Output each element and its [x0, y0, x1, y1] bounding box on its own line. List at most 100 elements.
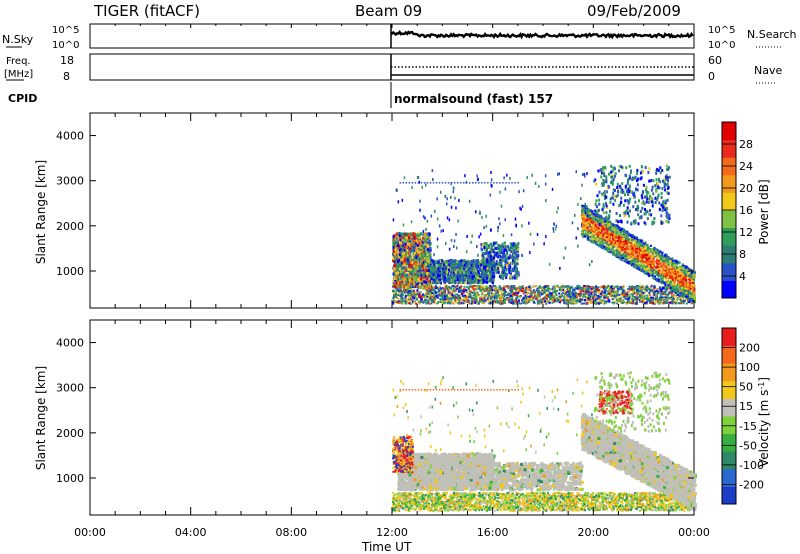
power-cell: [528, 300, 531, 303]
power-cell: [544, 296, 547, 299]
power-cell: [642, 301, 645, 304]
power-cell: [528, 295, 531, 298]
power-cell: [413, 261, 416, 265]
power-cell: [601, 294, 604, 297]
power-cell: [549, 298, 552, 301]
power-cell: [414, 278, 417, 282]
power-cell: [474, 263, 477, 267]
power-cell: [542, 297, 545, 300]
power-cell: [458, 268, 460, 272]
power-cell: [595, 293, 598, 296]
cpid-label: CPID: [8, 92, 37, 105]
power-cell: [436, 271, 439, 275]
power-cell: [514, 273, 517, 277]
power-cell: [474, 301, 477, 304]
power-cell: [516, 295, 519, 297]
power-cell: [628, 290, 631, 293]
power-cell: [414, 268, 417, 272]
nsky-label: N.Sky: [2, 33, 34, 46]
power-cell: [580, 302, 583, 305]
power-cell: [418, 294, 421, 297]
power-cell: [470, 300, 473, 303]
power-cell: [618, 298, 621, 301]
power-cell: [433, 299, 436, 302]
power-cell: [560, 285, 563, 288]
power-cell: [580, 290, 582, 293]
power-cell: [470, 264, 473, 267]
power-cell: [434, 289, 437, 292]
power-cell: [433, 276, 436, 280]
power-cell: [464, 301, 467, 304]
power-cell: [494, 296, 496, 299]
power-cell: [640, 284, 643, 287]
power-cell: [399, 301, 402, 304]
power-cell: [490, 297, 493, 300]
power-cell: [417, 270, 420, 274]
power-cell: [503, 294, 506, 297]
power-cell: [491, 265, 494, 269]
power-cell: [488, 270, 491, 274]
power-cell: [593, 295, 596, 298]
power-cell: [613, 287, 616, 290]
power-cell: [498, 250, 501, 253]
power-cell: [677, 294, 679, 296]
power-cell: [420, 232, 423, 236]
power-cell: [426, 250, 428, 254]
power-cell: [397, 262, 400, 266]
power-cell: [471, 285, 474, 288]
power-cell: [500, 300, 503, 303]
cpid-value: normalsound (fast) 157: [394, 92, 553, 106]
power-cell: [604, 300, 607, 303]
power-cell: [421, 284, 424, 288]
power-cell: [634, 288, 637, 290]
power-cell: [442, 302, 445, 305]
power-cell: [649, 286, 652, 289]
power-cell: [412, 233, 415, 237]
power-cell: [545, 296, 548, 298]
power-cell: [502, 292, 505, 295]
power-cell: [561, 293, 563, 296]
power-cell: [635, 298, 638, 301]
power-cell: [648, 294, 651, 296]
power-cell: [509, 265, 512, 269]
power-cell: [631, 298, 634, 300]
power-cell: [562, 296, 565, 299]
power-cell: [428, 232, 431, 236]
power-cell: [447, 265, 450, 269]
power-cell: [462, 274, 465, 278]
power-cell: [416, 289, 419, 292]
power-cell: [512, 259, 514, 263]
power-cell: [492, 277, 495, 281]
power-cell: [614, 285, 617, 288]
power-cell: [451, 295, 454, 298]
power-cell: [575, 299, 578, 302]
power-cell: [491, 267, 494, 271]
power-cell: [405, 298, 408, 301]
power-cell: [408, 283, 411, 287]
power-cell: [535, 294, 538, 297]
power-cell: [515, 246, 518, 250]
power-cell: [631, 300, 634, 303]
power-cell: [532, 289, 535, 292]
power-cell: [398, 258, 401, 262]
power-cell: [511, 276, 514, 280]
power-cell: [639, 287, 641, 290]
power-cell: [394, 247, 397, 251]
power-cell: [441, 297, 444, 299]
power-cell: [395, 276, 398, 280]
power-cell: [441, 295, 444, 298]
power-cell: [626, 291, 629, 294]
power-cell: [479, 285, 482, 287]
power-cell: [412, 261, 415, 265]
power-cell: [497, 300, 500, 303]
power-cell: [550, 296, 553, 299]
power-cell: [513, 302, 516, 305]
power-cell: [403, 291, 406, 294]
power-cell: [416, 279, 419, 283]
power-cell: [419, 272, 422, 275]
power-cell: [462, 281, 465, 284]
power-cell: [393, 292, 396, 294]
power-cell: [678, 294, 681, 297]
power-cell: [472, 281, 475, 285]
power-cell: [506, 296, 509, 299]
